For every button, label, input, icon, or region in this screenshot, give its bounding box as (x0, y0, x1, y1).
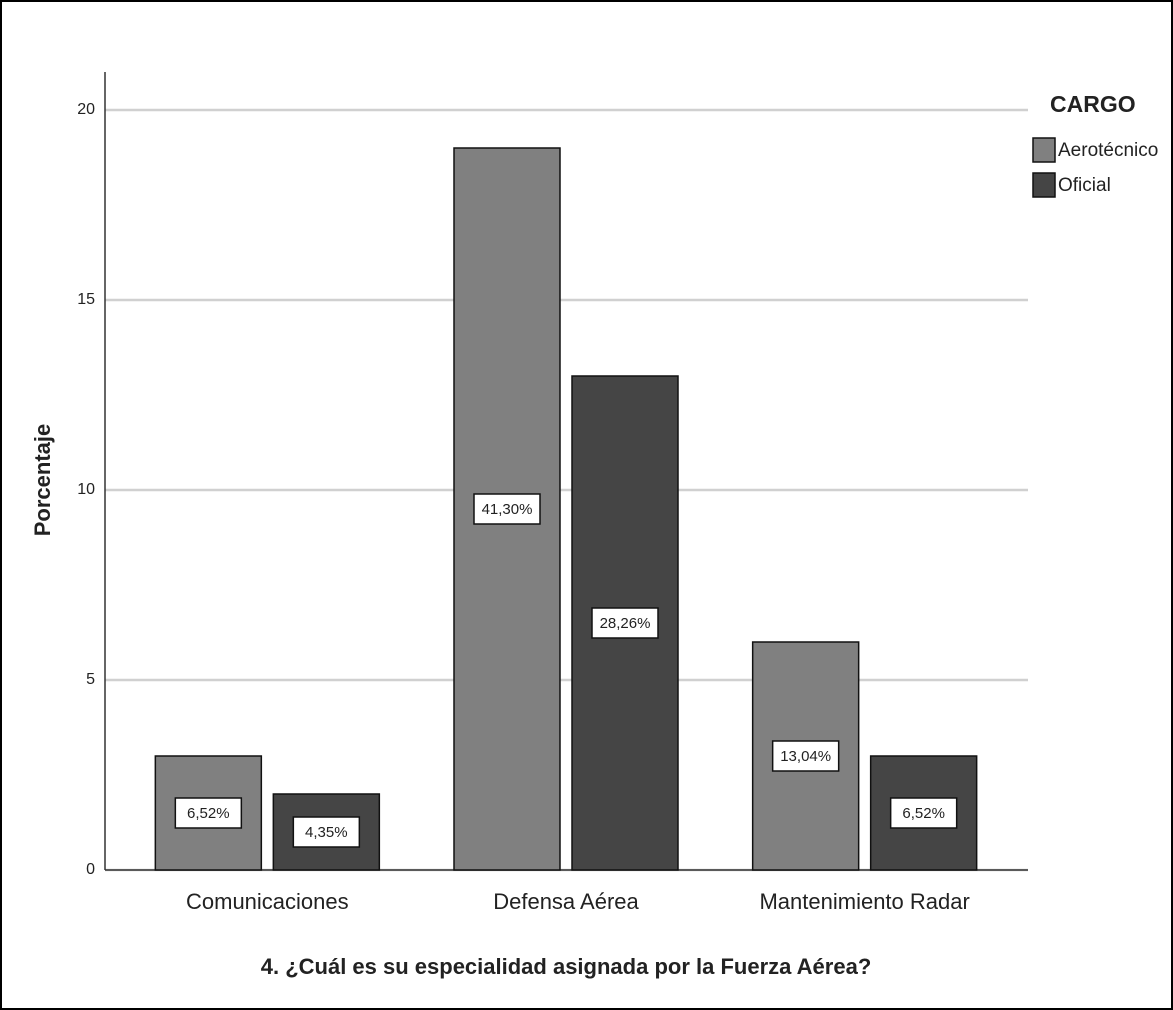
y-tick-label: 20 (77, 101, 95, 118)
data-label: 6,52% (902, 805, 945, 822)
x-axis-title: 4. ¿Cuál es su especialidad asignada por… (261, 954, 872, 979)
data-label-box (771, 740, 840, 772)
data-label-box (591, 607, 659, 639)
y-tick-label: 15 (77, 291, 95, 308)
y-axis-title: Porcentaje (30, 424, 55, 537)
legend-label: Aerotécnico (1058, 140, 1158, 161)
legend-title: CARGO (1050, 91, 1136, 117)
legend-label: Oficial (1058, 175, 1111, 196)
data-label: 28,26% (600, 615, 651, 632)
data-label-box (473, 493, 541, 525)
data-label-box (889, 797, 958, 829)
data-label-box (292, 816, 361, 848)
x-tick-label: Comunicaciones (186, 889, 349, 914)
legend-swatch (1032, 137, 1056, 163)
data-label: 41,30% (482, 501, 533, 518)
data-label: 4,35% (305, 824, 348, 841)
data-label: 13,04% (780, 748, 831, 765)
x-tick-label: Defensa Aérea (493, 889, 639, 914)
data-label: 6,52% (187, 805, 230, 822)
x-tick-label: Mantenimiento Radar (759, 889, 969, 914)
y-tick-label: 5 (86, 671, 95, 688)
y-tick-label: 0 (86, 861, 95, 878)
legend-swatch (1032, 172, 1056, 198)
data-label-box (174, 797, 243, 829)
y-tick-label: 10 (77, 481, 95, 498)
